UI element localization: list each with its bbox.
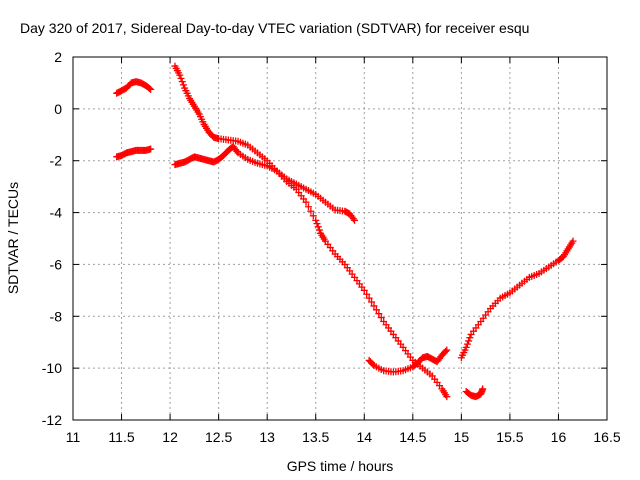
x-tick-label: 11 <box>66 429 81 445</box>
data-point <box>360 286 368 294</box>
data-point <box>479 385 487 393</box>
data-point <box>147 85 155 93</box>
y-tick-label: 0 <box>54 101 62 117</box>
data-point <box>372 306 380 314</box>
x-tick-labels: 11 11.5 12 12.5 13 13.5 14 14.5 15 15.5 16 16.5 <box>66 429 621 445</box>
x-tick-label: 13.5 <box>302 429 329 445</box>
data-point <box>368 298 376 306</box>
data-point <box>466 334 474 342</box>
data-point <box>463 340 471 348</box>
data-point <box>312 216 320 224</box>
data-point <box>302 198 310 206</box>
series-arc-4 <box>171 142 451 401</box>
data-point <box>147 145 155 153</box>
data-point <box>145 84 153 92</box>
series-arc-2 <box>113 145 155 161</box>
data-point <box>443 346 451 354</box>
data-point <box>309 212 317 220</box>
x-tick-label: 16.5 <box>593 429 620 445</box>
y-tick-labels: 2 0 -2 -4 -6 -8 -10 -12 <box>42 49 62 428</box>
data-point <box>313 220 321 228</box>
data-point <box>307 207 315 215</box>
data-point <box>363 290 371 298</box>
series-arc-6 <box>457 237 577 362</box>
data-point <box>304 203 312 211</box>
x-tick-label: 15 <box>454 429 470 445</box>
data-point <box>176 71 184 79</box>
grid <box>73 57 607 420</box>
data-point <box>178 78 186 86</box>
y-tick-label: -6 <box>50 256 63 272</box>
y-tick-label: -4 <box>50 205 63 221</box>
x-tick-label: 14.5 <box>399 429 426 445</box>
data-point <box>365 294 373 302</box>
x-tick-label: 12 <box>162 429 178 445</box>
data-point <box>349 215 357 223</box>
data-point <box>569 237 577 245</box>
data-point <box>370 302 378 310</box>
x-tick-label: 15.5 <box>496 429 523 445</box>
y-tick-label: 2 <box>54 49 62 65</box>
series-arc-7 <box>462 385 487 401</box>
series-arc-1 <box>113 78 155 97</box>
y-tick-label: -2 <box>50 153 63 169</box>
x-tick-label: 16 <box>551 429 567 445</box>
series-arc-5 <box>365 346 451 376</box>
data-point <box>233 147 241 155</box>
y-tick-label: -10 <box>42 360 62 376</box>
data-point <box>377 314 385 322</box>
data-point <box>179 81 187 89</box>
data-point <box>314 223 322 231</box>
plot-frame <box>72 56 608 421</box>
x-tick-label: 14 <box>356 429 372 445</box>
data-point <box>375 310 383 318</box>
y-axis-label: SDTVAR / TECUs <box>5 182 21 294</box>
series-arc-3 <box>171 62 359 224</box>
y-tick-label: -12 <box>42 412 62 428</box>
chart-title: Day 320 of 2017, Sidereal Day-to-day VTE… <box>20 20 529 36</box>
data-point <box>465 337 473 345</box>
x-tick-label: 12.5 <box>205 429 232 445</box>
data-point <box>369 360 377 368</box>
x-tick-label: 13 <box>259 429 275 445</box>
data-point <box>462 343 470 351</box>
data-point <box>315 226 323 234</box>
data-point <box>351 216 359 224</box>
data-series <box>113 62 577 401</box>
data-point <box>177 74 185 82</box>
data-point <box>442 347 450 355</box>
y-tick-label: -8 <box>50 308 63 324</box>
data-point <box>443 393 451 401</box>
x-tick-label: 11.5 <box>108 429 134 445</box>
x-axis-label: GPS time / hours <box>287 458 394 474</box>
